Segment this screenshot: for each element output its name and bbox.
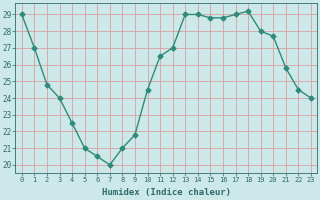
X-axis label: Humidex (Indice chaleur): Humidex (Indice chaleur) (102, 188, 231, 197)
